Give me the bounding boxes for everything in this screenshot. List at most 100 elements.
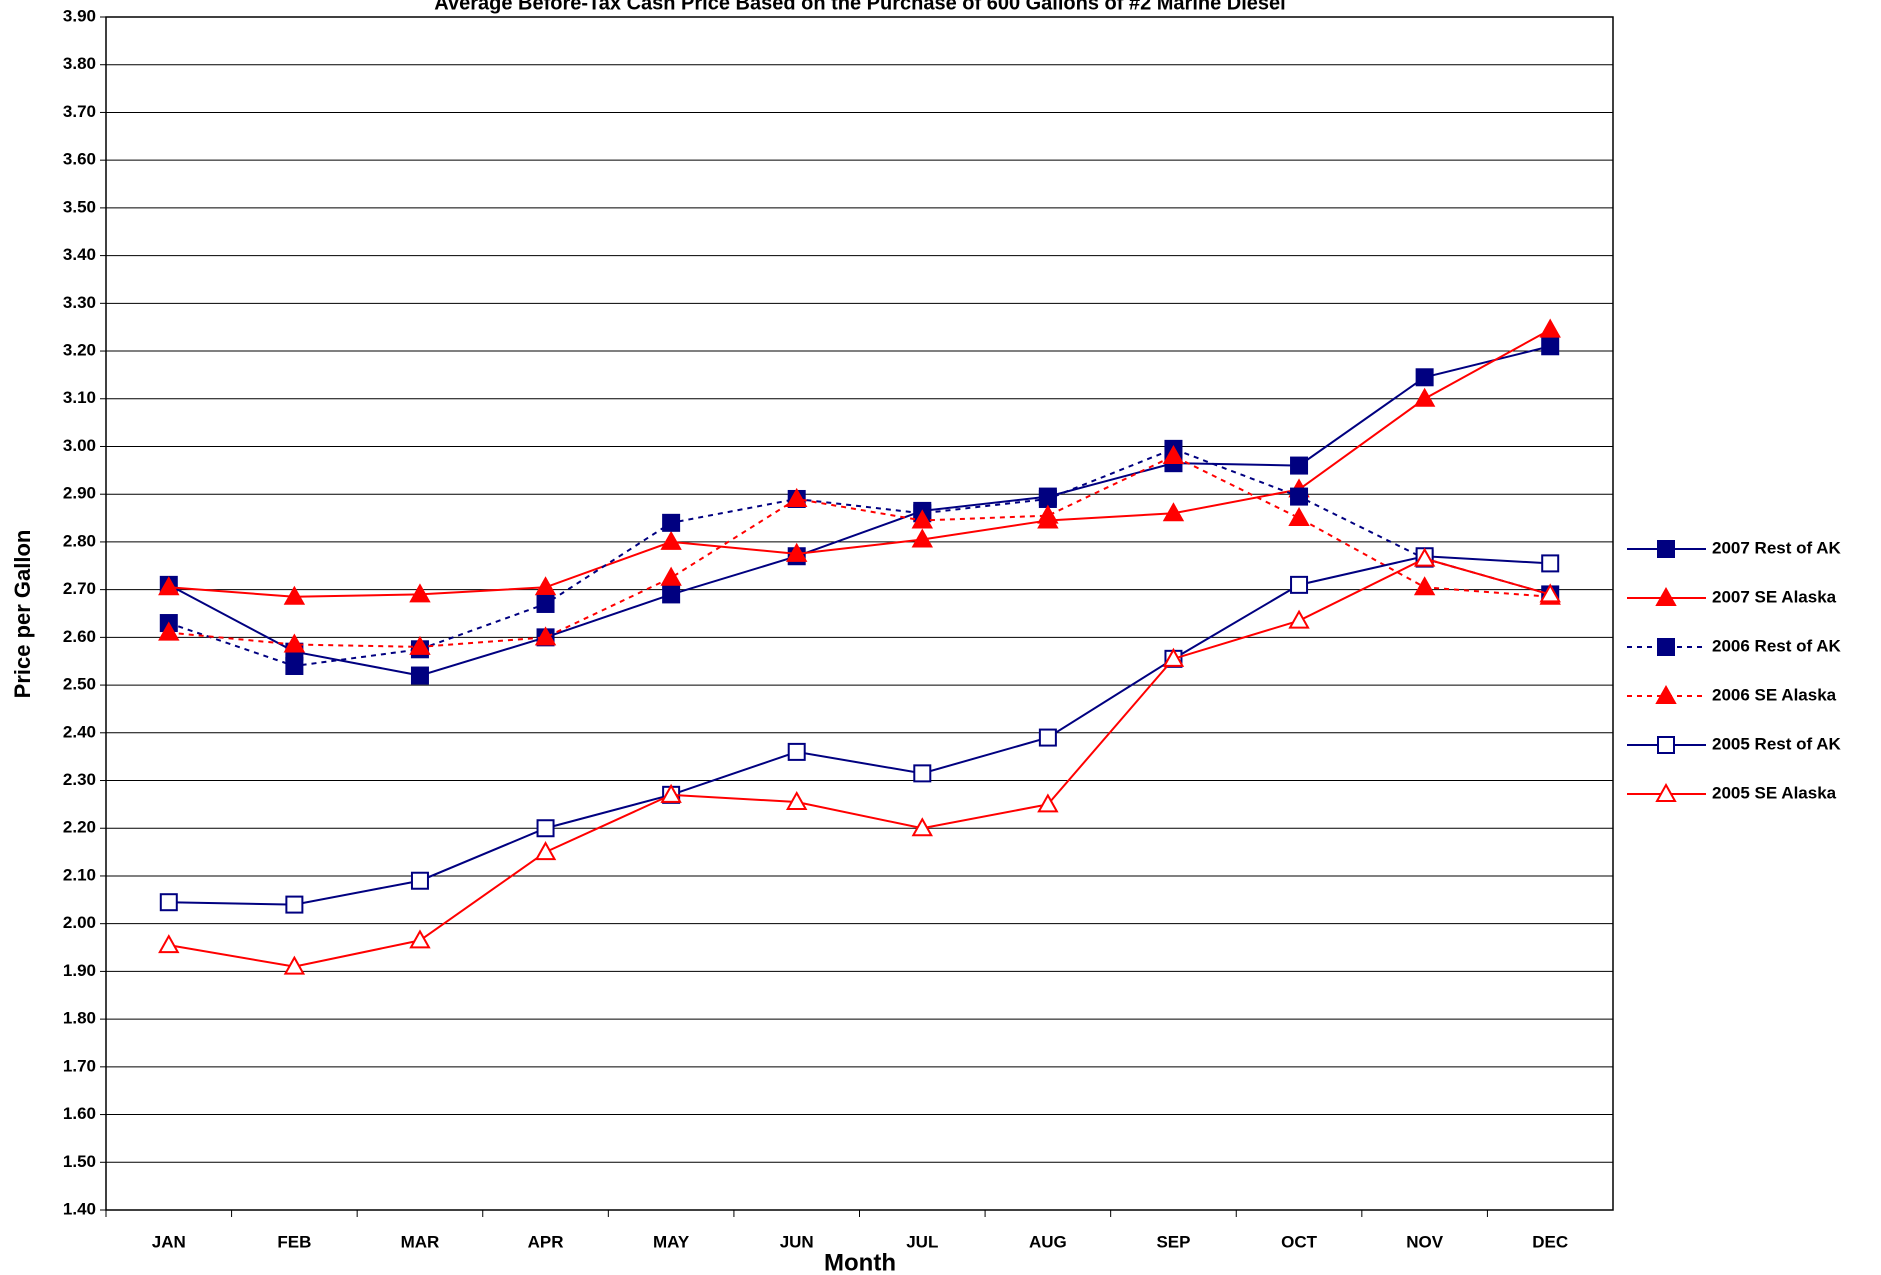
- legend-marker: [1655, 586, 1677, 606]
- legend-marker: [1655, 782, 1677, 802]
- data-point: [1037, 793, 1059, 813]
- data-point: [1539, 318, 1561, 338]
- y-tick-label: 3.10: [63, 388, 96, 407]
- x-tick-label: APR: [528, 1232, 564, 1251]
- legend-marker: [1657, 736, 1675, 754]
- y-tick-label: 1.40: [63, 1199, 96, 1218]
- legend-marker: [1655, 684, 1677, 704]
- legend-marker: [1657, 638, 1675, 656]
- y-tick-label: 1.90: [63, 961, 96, 980]
- data-point: [534, 841, 557, 861]
- data-point: [410, 871, 429, 890]
- data-point: [660, 566, 682, 586]
- series-line: [168, 328, 1551, 598]
- data-point: [409, 635, 431, 655]
- data-point: [285, 656, 304, 675]
- legend-label: 2005 Rest of AK: [1712, 734, 1842, 753]
- data-point: [1413, 387, 1436, 407]
- data-point: [1288, 507, 1310, 527]
- legend-marker: [1657, 540, 1675, 558]
- data-point: [1290, 487, 1309, 506]
- data-point: [1290, 456, 1309, 475]
- legend-label: 2006 Rest of AK: [1712, 636, 1842, 655]
- x-tick-label: MAR: [401, 1232, 440, 1251]
- y-tick-label: 1.60: [63, 1104, 96, 1123]
- y-tick-label: 3.50: [63, 197, 96, 216]
- legend-label: 2007 Rest of AK: [1712, 538, 1842, 557]
- data-point: [913, 764, 932, 783]
- data-point: [1162, 647, 1185, 667]
- data-point: [1038, 728, 1057, 747]
- data-point: [283, 633, 306, 653]
- y-tick-label: 3.40: [63, 245, 96, 264]
- data-point: [1162, 502, 1185, 522]
- y-tick-label: 3.30: [63, 293, 96, 312]
- y-tick-label: 2.90: [63, 484, 96, 503]
- x-axis-label: Month: [824, 1249, 896, 1275]
- data-point: [410, 666, 429, 685]
- y-axis-label: Price per Gallon: [10, 530, 35, 699]
- data-point: [1288, 609, 1310, 629]
- legend-label: 2007 SE Alaska: [1712, 587, 1837, 606]
- y-tick-label: 3.00: [63, 436, 96, 455]
- y-tick-label: 3.20: [63, 341, 96, 360]
- legend-label: 2006 SE Alaska: [1712, 685, 1837, 704]
- data-point: [159, 893, 178, 912]
- y-tick-label: 2.00: [63, 913, 96, 932]
- y-tick-label: 2.40: [63, 722, 96, 741]
- y-tick-label: 2.10: [63, 865, 96, 884]
- y-tick-label: 3.80: [63, 54, 96, 73]
- x-tick-label: AUG: [1029, 1232, 1067, 1251]
- data-point: [409, 583, 431, 603]
- y-tick-label: 2.80: [63, 531, 96, 550]
- data-point: [1539, 583, 1561, 603]
- data-point: [285, 895, 304, 914]
- plot-frame: [105, 16, 1614, 1211]
- x-tick-label: FEB: [277, 1232, 311, 1251]
- series-line: [168, 454, 1551, 648]
- data-point: [158, 934, 180, 954]
- x-tick-label: OCT: [1281, 1232, 1318, 1251]
- data-point: [158, 621, 180, 641]
- series-line: [168, 447, 1551, 668]
- y-tick-label: 2.70: [63, 579, 96, 598]
- data-point: [1413, 576, 1436, 596]
- series-line: [168, 345, 1551, 677]
- data-point: [662, 585, 681, 604]
- data-point: [787, 742, 806, 761]
- data-point: [1038, 489, 1057, 508]
- data-point: [1541, 337, 1560, 356]
- y-tick-label: 3.70: [63, 102, 96, 121]
- data-point: [1290, 575, 1309, 594]
- data-point: [911, 817, 934, 837]
- y-tick-label: 2.20: [63, 818, 96, 837]
- y-tick-label: 2.60: [63, 627, 96, 646]
- x-tick-label: JUN: [780, 1232, 814, 1251]
- legend-label: 2005 SE Alaska: [1712, 783, 1837, 802]
- data-point: [283, 585, 306, 605]
- y-tick-label: 1.80: [63, 1009, 96, 1028]
- data-point: [1413, 547, 1436, 567]
- data-point: [785, 542, 808, 562]
- series-line: [168, 557, 1551, 968]
- data-point: [534, 576, 557, 596]
- data-point: [660, 783, 682, 803]
- data-point: [534, 626, 557, 646]
- series-line: [168, 555, 1551, 906]
- data-point: [785, 487, 808, 507]
- data-point: [1162, 444, 1185, 465]
- data-point: [785, 790, 808, 810]
- data-point: [911, 509, 934, 529]
- x-tick-label: JUL: [906, 1232, 938, 1251]
- data-point: [911, 528, 934, 548]
- data-point: [536, 819, 555, 838]
- y-tick-label: 1.50: [63, 1152, 96, 1171]
- x-tick-label: NOV: [1406, 1232, 1444, 1251]
- data-point: [1541, 554, 1560, 573]
- x-tick-label: SEP: [1156, 1232, 1190, 1251]
- data-point: [158, 576, 180, 596]
- data-point: [1037, 504, 1059, 524]
- chart-title: Average Before-Tax Cash Price Based on t…: [434, 0, 1285, 14]
- y-tick-label: 3.60: [63, 150, 96, 169]
